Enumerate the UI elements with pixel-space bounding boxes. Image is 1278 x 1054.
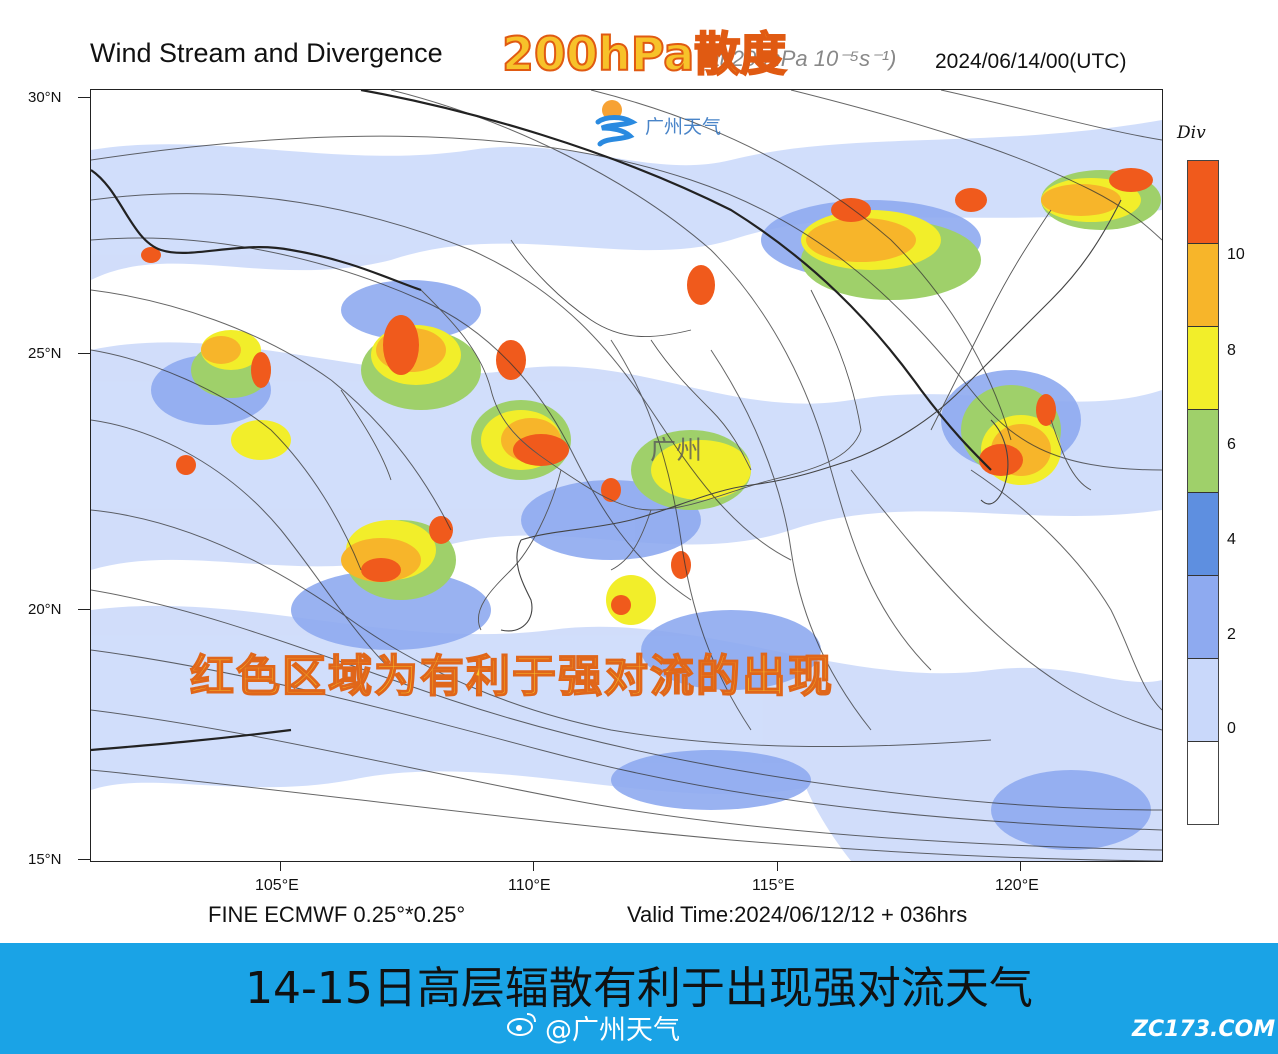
lon-label-110e: 110°E (508, 877, 551, 894)
legend-label-0: 0 (1227, 720, 1236, 737)
caption-banner (0, 943, 1278, 1054)
map-caption: 红色区域为有利于强对流的出现 (189, 650, 834, 703)
legend-label-4: 4 (1227, 531, 1236, 548)
lat-label-15n: 15°N (28, 851, 62, 868)
legend-swatch (1188, 410, 1218, 493)
valid-date: 2024/06/14/00(UTC) (935, 50, 1127, 73)
color-legend (1187, 160, 1219, 825)
site-watermark: ZC173.COM (1132, 1017, 1276, 1042)
city-label-guangzhou: 广州 (650, 436, 703, 466)
legend-swatch (1188, 161, 1218, 244)
lon-label-120e: 120°E (995, 877, 1039, 894)
logo-text: 广州天气 (645, 116, 722, 138)
legend-label-2: 2 (1227, 626, 1236, 643)
legend-swatch (1188, 659, 1218, 742)
model-info: FINE ECMWF 0.25°*0.25° (208, 902, 466, 927)
lat-label-30n: 30°N (28, 89, 62, 106)
legend-label-6: 6 (1227, 436, 1236, 453)
lon-tick (777, 861, 778, 871)
legend-title: Div (1177, 123, 1206, 143)
valid-time: Valid Time:2024/06/12/12 + 036hrs (627, 902, 968, 927)
overlay-title: 200hPa散度 (501, 26, 787, 82)
legend-swatch (1188, 576, 1218, 659)
legend-swatch (1188, 493, 1218, 576)
lon-tick (533, 861, 534, 871)
legend-label-10: 10 (1227, 246, 1245, 263)
lon-label-115e: 115°E (752, 877, 795, 894)
divergence-map (90, 89, 1163, 862)
lat-tick (78, 97, 90, 98)
lon-label-105e: 105°E (255, 877, 299, 894)
coastline (500, 199, 1122, 632)
chart-title-suffix: (at 200hPa 10⁻⁵s⁻¹) (700, 46, 897, 71)
lon-tick (280, 861, 281, 871)
weibo-handle: @广州天气 (545, 1015, 680, 1046)
legend-swatch (1188, 244, 1218, 327)
lat-tick (78, 859, 90, 860)
chart-title: Wind Stream and Divergence (90, 38, 443, 68)
lat-tick (78, 353, 90, 354)
weibo-icon (507, 1013, 536, 1036)
lon-tick (1020, 861, 1021, 871)
guangzhou-weather-logo-icon (595, 100, 638, 147)
map-canvas (91, 90, 1162, 861)
legend-label-8: 8 (1227, 342, 1236, 359)
boundary-lines (91, 90, 992, 752)
lat-label-20n: 20°N (28, 601, 62, 618)
banner-text: 14-15日高层辐散有利于出现强对流天气 (245, 963, 1033, 1014)
lat-tick (78, 609, 90, 610)
legend-swatch (1188, 327, 1218, 410)
province-lines (340, 209, 1092, 631)
lat-label-25n: 25°N (28, 345, 62, 362)
legend-swatch (1188, 742, 1218, 824)
